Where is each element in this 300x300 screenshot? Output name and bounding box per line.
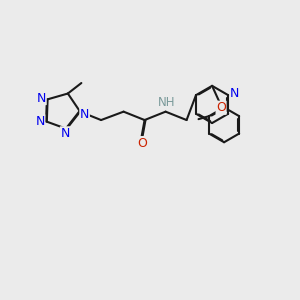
Text: NH: NH [158,96,175,109]
Text: N: N [35,115,45,128]
Text: O: O [216,101,226,114]
Text: N: N [230,87,239,100]
Text: N: N [37,92,46,104]
Text: N: N [60,127,70,140]
Text: O: O [137,136,147,150]
Text: N: N [80,108,89,121]
